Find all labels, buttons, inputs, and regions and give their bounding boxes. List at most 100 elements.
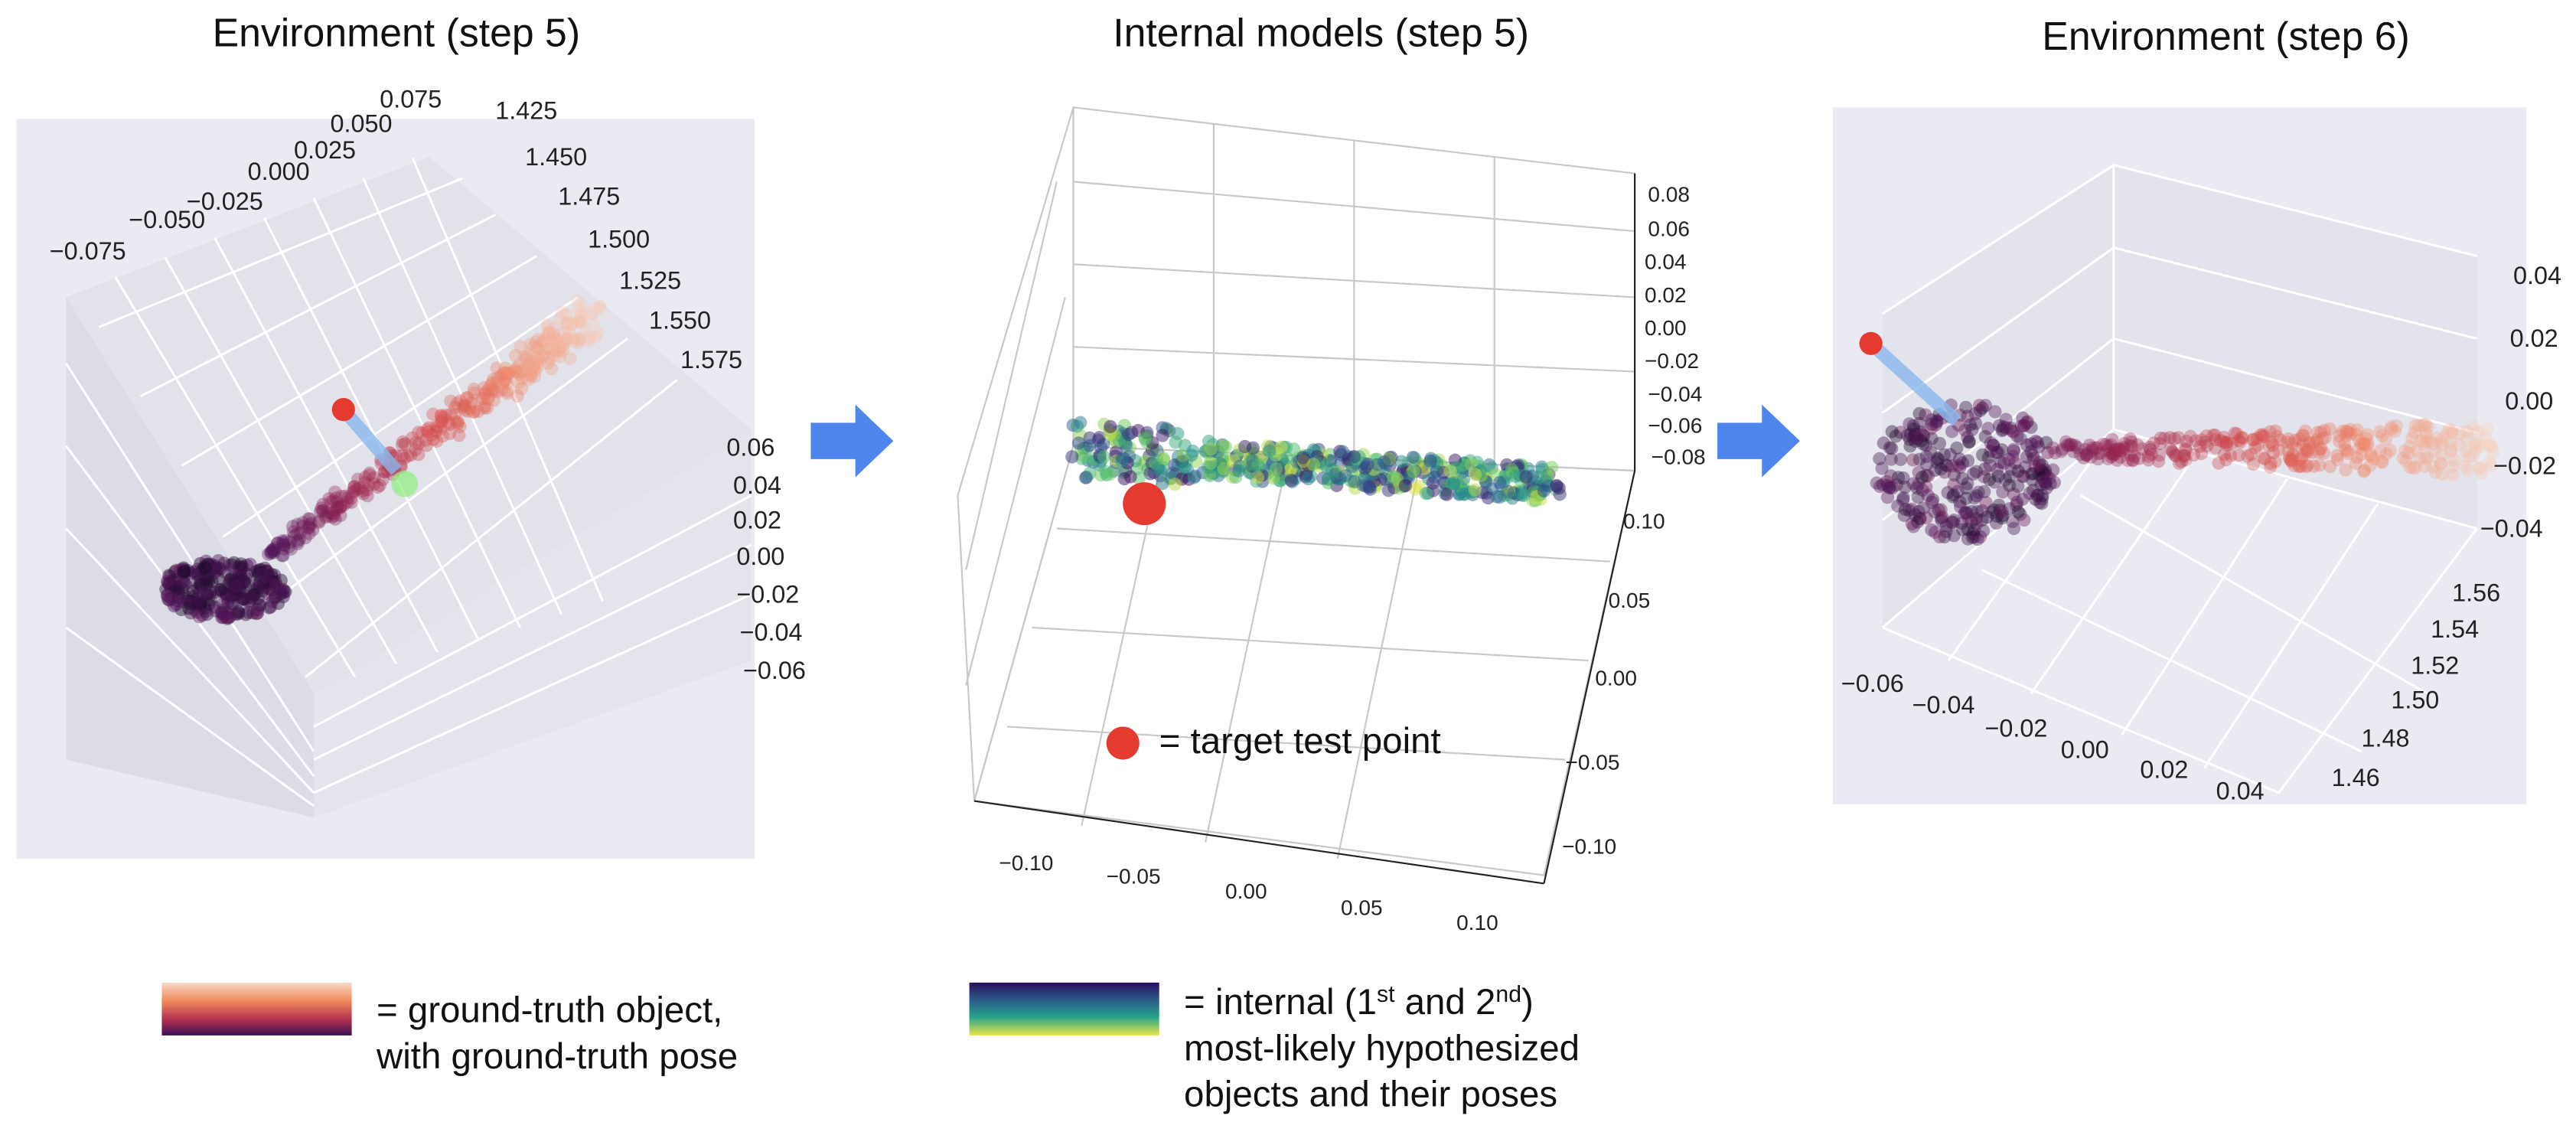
cloud-point: [269, 541, 282, 555]
cloud-point: [202, 589, 217, 603]
cloud-point: [553, 312, 567, 326]
panel-title: Environment (step 6): [2042, 14, 2409, 58]
cloud-point: [223, 609, 237, 623]
cloud-point: [536, 334, 550, 349]
cloud-point: [253, 563, 267, 576]
legend-text: objects and their poses: [1184, 1075, 1557, 1115]
cloud-point: [224, 597, 238, 611]
cloud-point: [484, 379, 497, 393]
cloud-point: [1970, 489, 1984, 503]
cloud-point: [1381, 484, 1395, 497]
cloud-point: [2108, 443, 2121, 457]
cloud-point: [530, 357, 543, 371]
cloud-point: [261, 547, 276, 561]
cloud-point: [195, 608, 209, 622]
cloud-point: [1891, 499, 1905, 513]
cloud-point: [169, 563, 183, 577]
cloud-point: [2223, 448, 2238, 463]
cloud-point: [237, 575, 251, 589]
cloud-point: [2282, 450, 2297, 464]
cloud-point: [197, 576, 210, 590]
tick-label: 0.08: [1648, 182, 1690, 206]
cloud-point: [2008, 456, 2022, 470]
cloud-point: [358, 470, 372, 484]
cloud-point: [1932, 503, 1945, 517]
cloud-point: [367, 478, 381, 491]
cloud-point: [1216, 439, 1230, 453]
cloud-point: [2246, 432, 2261, 446]
cloud-point: [2268, 424, 2282, 438]
cloud-point: [1362, 481, 1376, 494]
cloud-point: [328, 485, 342, 499]
tick-label: 0.025: [294, 136, 356, 164]
cloud-point: [1501, 484, 1515, 498]
cloud-point: [1242, 465, 1257, 479]
cloud-point: [208, 604, 222, 618]
cloud-point: [284, 542, 298, 556]
cloud-point: [571, 302, 585, 316]
cloud-point: [2063, 437, 2077, 452]
cloud-point: [2307, 459, 2320, 473]
cloud-point: [326, 507, 340, 520]
cloud-point: [1896, 491, 1910, 505]
cloud-point: [191, 567, 204, 582]
cloud-point: [1916, 428, 1930, 442]
cloud-point: [220, 587, 233, 602]
cloud-point: [236, 559, 249, 574]
cloud-point: [180, 590, 194, 604]
cloud-point: [202, 575, 216, 589]
cloud-point: [2165, 444, 2180, 458]
cloud-point: [478, 386, 492, 400]
cloud-point: [442, 417, 457, 431]
cloud-point: [2123, 432, 2137, 446]
cloud-point: [510, 361, 523, 375]
cloud-point: [2300, 445, 2315, 459]
cloud-point: [177, 575, 191, 589]
cloud-point: [546, 321, 561, 336]
cloud-point: [2298, 424, 2312, 439]
cloud-point: [204, 557, 218, 572]
cloud-point: [1286, 442, 1301, 456]
cloud-point: [2047, 475, 2062, 489]
cloud-point: [2357, 463, 2372, 478]
cloud-point: [191, 575, 204, 589]
cloud-point: [557, 325, 571, 339]
cloud-point: [1968, 491, 1981, 505]
cloud-point: [2036, 488, 2049, 503]
cloud-point: [1903, 417, 1916, 431]
cloud-point: [350, 482, 364, 496]
cloud-point: [543, 338, 556, 352]
cloud-point: [1958, 505, 1973, 519]
cloud-point: [2062, 439, 2076, 452]
cloud-point: [1919, 439, 1933, 452]
cloud-point: [1930, 415, 1944, 429]
cloud-point: [2426, 437, 2441, 451]
cloud-point: [1916, 501, 1930, 515]
cloud-point: [1186, 444, 1200, 458]
cloud-point: [2219, 435, 2233, 449]
cloud-point: [1083, 439, 1097, 452]
cloud-point: [1930, 414, 1944, 428]
cloud-point: [2011, 505, 2025, 519]
cloud-point: [2200, 439, 2214, 453]
cloud-point: [2471, 425, 2485, 439]
cloud-point: [1204, 442, 1218, 456]
cloud-point: [2385, 422, 2398, 436]
cloud-point: [2297, 429, 2310, 442]
cloud-point: [426, 407, 440, 421]
cloud-point: [211, 571, 225, 585]
cloud-point: [1960, 507, 1974, 520]
cloud-point: [572, 331, 587, 345]
cloud-point: [2131, 438, 2144, 452]
cloud-point: [243, 594, 256, 608]
cloud-point: [530, 350, 544, 364]
cloud-point: [2408, 419, 2422, 432]
cloud-point: [367, 471, 381, 484]
cloud-point: [2143, 441, 2157, 455]
cloud-point: [249, 585, 264, 599]
cloud-point: [200, 574, 214, 588]
cloud-point: [430, 434, 444, 448]
cloud-point: [2426, 460, 2440, 474]
cloud-point: [2080, 447, 2094, 461]
cloud-point: [1284, 474, 1298, 488]
